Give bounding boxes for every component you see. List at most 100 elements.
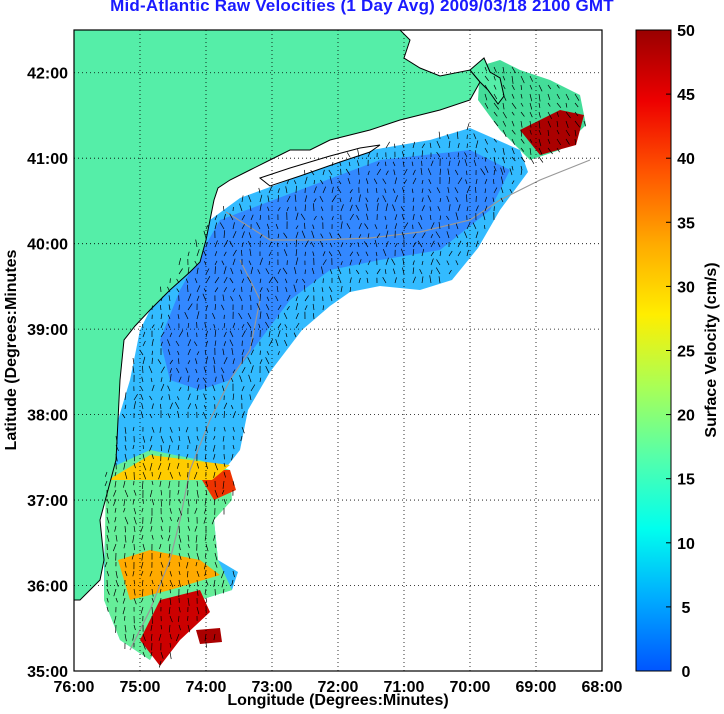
velocity-arrow	[417, 240, 423, 248]
velocity-arrow	[122, 588, 126, 596]
velocity-arrow	[355, 204, 360, 212]
velocity-arrow	[214, 588, 216, 596]
velocity-arrow	[223, 251, 227, 257]
velocity-arrow	[178, 552, 182, 561]
velocity-arrow	[132, 498, 135, 505]
velocity-arrow	[365, 251, 369, 257]
velocity-arrow	[295, 278, 298, 284]
velocity-arrow	[141, 480, 144, 490]
velocity-arrow	[500, 187, 504, 194]
velocity-arrow	[124, 471, 128, 480]
velocity-arrow	[472, 222, 477, 230]
velocity-arrow	[349, 277, 352, 284]
velocity-arrow	[313, 203, 315, 212]
velocity-arrow	[268, 330, 271, 338]
velocity-arrow	[221, 260, 225, 266]
velocity-arrow	[133, 507, 137, 515]
velocity-arrow	[141, 534, 144, 540]
velocity-arrow	[400, 248, 405, 257]
velocity-arrow	[457, 251, 462, 257]
velocity-arrow	[133, 401, 136, 410]
velocity-arrow	[232, 358, 235, 365]
velocity-arrow	[205, 426, 208, 433]
velocity-arrow	[167, 349, 171, 356]
velocity-arrow	[492, 178, 495, 185]
velocity-arrow	[220, 570, 225, 579]
velocity-arrow	[502, 156, 505, 164]
velocity-arrow	[285, 287, 288, 293]
velocity-arrow	[106, 588, 110, 595]
velocity-arrow	[142, 356, 146, 365]
velocity-arrow	[132, 570, 135, 577]
velocity-arrow	[277, 330, 281, 338]
velocity-arrow	[213, 395, 216, 401]
velocity-arrow	[195, 561, 198, 567]
velocity-arrow	[241, 385, 245, 392]
velocity-arrow	[113, 498, 117, 506]
velocity-arrow	[247, 276, 252, 284]
velocity-arrow	[229, 277, 234, 284]
map-title: Mid-Atlantic Raw Velocities (1 Day Avg) …	[110, 0, 614, 15]
velocity-arrow	[420, 167, 423, 176]
velocity-arrow	[231, 453, 234, 461]
velocity-arrow	[457, 160, 461, 167]
velocity-arrow	[169, 332, 173, 338]
velocity-arrow	[493, 66, 497, 73]
velocity-arrow	[178, 426, 181, 432]
velocity-arrow	[421, 261, 424, 266]
velocity-arrow	[169, 597, 172, 606]
velocity-arrow	[205, 268, 210, 275]
velocity-arrow	[482, 212, 486, 221]
velocity-arrow	[268, 241, 272, 248]
velocity-arrow	[500, 167, 504, 176]
velocity-arrow	[223, 402, 228, 410]
velocity-arrow	[133, 543, 135, 551]
velocity-arrow	[213, 633, 216, 641]
velocity-arrow	[187, 525, 191, 531]
velocity-arrow	[222, 480, 225, 489]
velocity-arrow	[195, 358, 198, 365]
velocity-arrow	[446, 195, 450, 203]
velocity-arrow	[195, 368, 198, 374]
velocity-arrow	[421, 276, 424, 284]
velocity-arrow	[302, 278, 306, 284]
velocity-arrow	[205, 579, 209, 586]
velocity-arrow	[193, 471, 198, 480]
velocity-arrow	[213, 435, 216, 440]
velocity-arrow	[358, 179, 360, 185]
velocity-arrow	[412, 177, 417, 185]
velocity-arrow	[520, 93, 523, 99]
velocity-arrow	[511, 120, 515, 127]
velocity-arrow	[382, 248, 387, 257]
velocity-arrow	[295, 212, 299, 221]
velocity-arrow	[382, 178, 387, 185]
velocity-arrow	[259, 359, 263, 365]
velocity-arrow	[394, 195, 398, 203]
velocity-arrow	[493, 147, 496, 153]
velocity-arrow	[114, 525, 117, 532]
velocity-arrow	[529, 102, 533, 110]
velocity-arrow	[167, 462, 171, 471]
velocity-arrow	[204, 588, 207, 595]
velocity-arrow	[141, 588, 144, 597]
velocity-arrow	[401, 213, 405, 221]
velocity-arrow	[340, 221, 343, 230]
velocity-arrow	[358, 277, 361, 284]
velocity-arrow	[124, 404, 127, 410]
velocity-arrow	[222, 435, 225, 442]
velocity-arrow	[394, 214, 398, 221]
velocity-arrow	[421, 248, 425, 257]
colorbar-tick-label: 30	[677, 279, 695, 296]
velocity-arrow	[455, 212, 459, 221]
velocity-arrow	[421, 180, 424, 185]
velocity-arrow	[480, 168, 486, 176]
velocity-arrow	[241, 356, 244, 365]
velocity-arrow	[140, 394, 144, 401]
velocity-arrow	[304, 195, 308, 203]
velocity-arrow	[140, 525, 144, 533]
velocity-arrow	[187, 435, 191, 444]
velocity-arrow	[178, 534, 182, 543]
velocity-arrow	[267, 195, 270, 203]
velocity-arrow	[429, 275, 432, 284]
velocity-arrow	[322, 251, 326, 257]
